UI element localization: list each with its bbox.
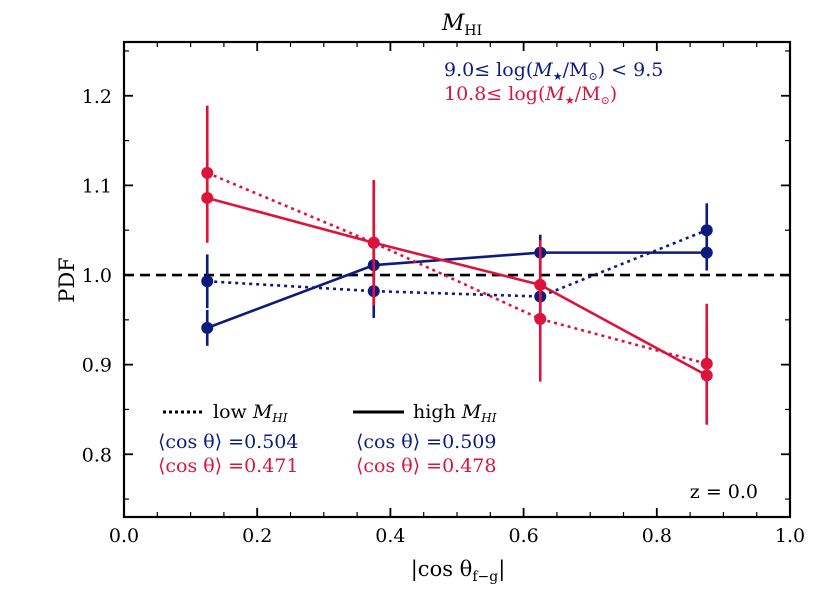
chart-title-main: M: [441, 11, 465, 36]
x-tick-label-1: 0.2: [242, 525, 272, 547]
series-line-0: [207, 228, 708, 298]
x-axis-label: |cos θf−g|: [411, 557, 506, 585]
series-line-2: [206, 171, 708, 366]
y-tick-label-4: 1.2: [82, 86, 112, 108]
axes-ticks: 0.0 0.2 0.4 0.6 0.8 1.0 0.8 0.9 1.0 1.1 1.2: [82, 42, 805, 547]
x-tick-label-4: 0.8: [642, 525, 672, 547]
plot-area: [124, 105, 790, 425]
x-axis-label-sub: f−g: [472, 569, 498, 585]
y-tick-label-0: 0.8: [82, 444, 112, 466]
redshift-label: z = 0.0: [690, 481, 758, 503]
mean-cos-low-red: ⟨cos θ⟩ =0.471: [158, 455, 299, 477]
data-point-s0-p3: [700, 224, 713, 237]
chart-title: MHI: [441, 11, 482, 39]
y-axis-label: PDF: [55, 257, 79, 303]
x-axis-label-end: |: [498, 557, 505, 582]
x-tick-label-3: 0.6: [508, 525, 538, 547]
mass-bin-label-high: 10.8≤ log(M★/M⊙): [444, 83, 617, 107]
y-tick-label-1: 0.9: [82, 355, 112, 377]
data-point-s3-p2: [534, 278, 547, 291]
data-point-s3-p0: [201, 191, 214, 204]
mean-cos-low-blue: ⟨cos θ⟩ =0.504: [158, 431, 299, 453]
series-line-1: [206, 251, 707, 330]
data-point-s1-p0: [201, 321, 214, 334]
data-point-s3-p1: [367, 236, 380, 249]
legend-high-label: high MHI: [413, 401, 497, 425]
chart-title-sub: HI: [464, 23, 482, 39]
series-line-3: [206, 196, 708, 377]
x-tick-label-2: 0.4: [375, 525, 405, 547]
mean-cos-high-red: ⟨cos θ⟩ =0.478: [356, 455, 497, 477]
mass-bin-label-low: 9.0≤ log(M★/M⊙) < 9.5: [444, 59, 663, 83]
mean-cos-high-blue: ⟨cos θ⟩ =0.509: [356, 431, 497, 453]
x-tick-label-5: 1.0: [775, 525, 805, 547]
data-point-s0-p0: [201, 275, 214, 288]
data-point-s3-p3: [700, 369, 713, 382]
x-tick-label-0: 0.0: [109, 525, 139, 547]
y-tick-label-2: 1.0: [82, 265, 112, 287]
data-point-s1-p3: [700, 246, 713, 259]
legend-low-label: low MHI: [213, 401, 288, 425]
x-axis-label-main: |cos θ: [411, 557, 473, 582]
y-tick-label-3: 1.1: [82, 175, 112, 197]
